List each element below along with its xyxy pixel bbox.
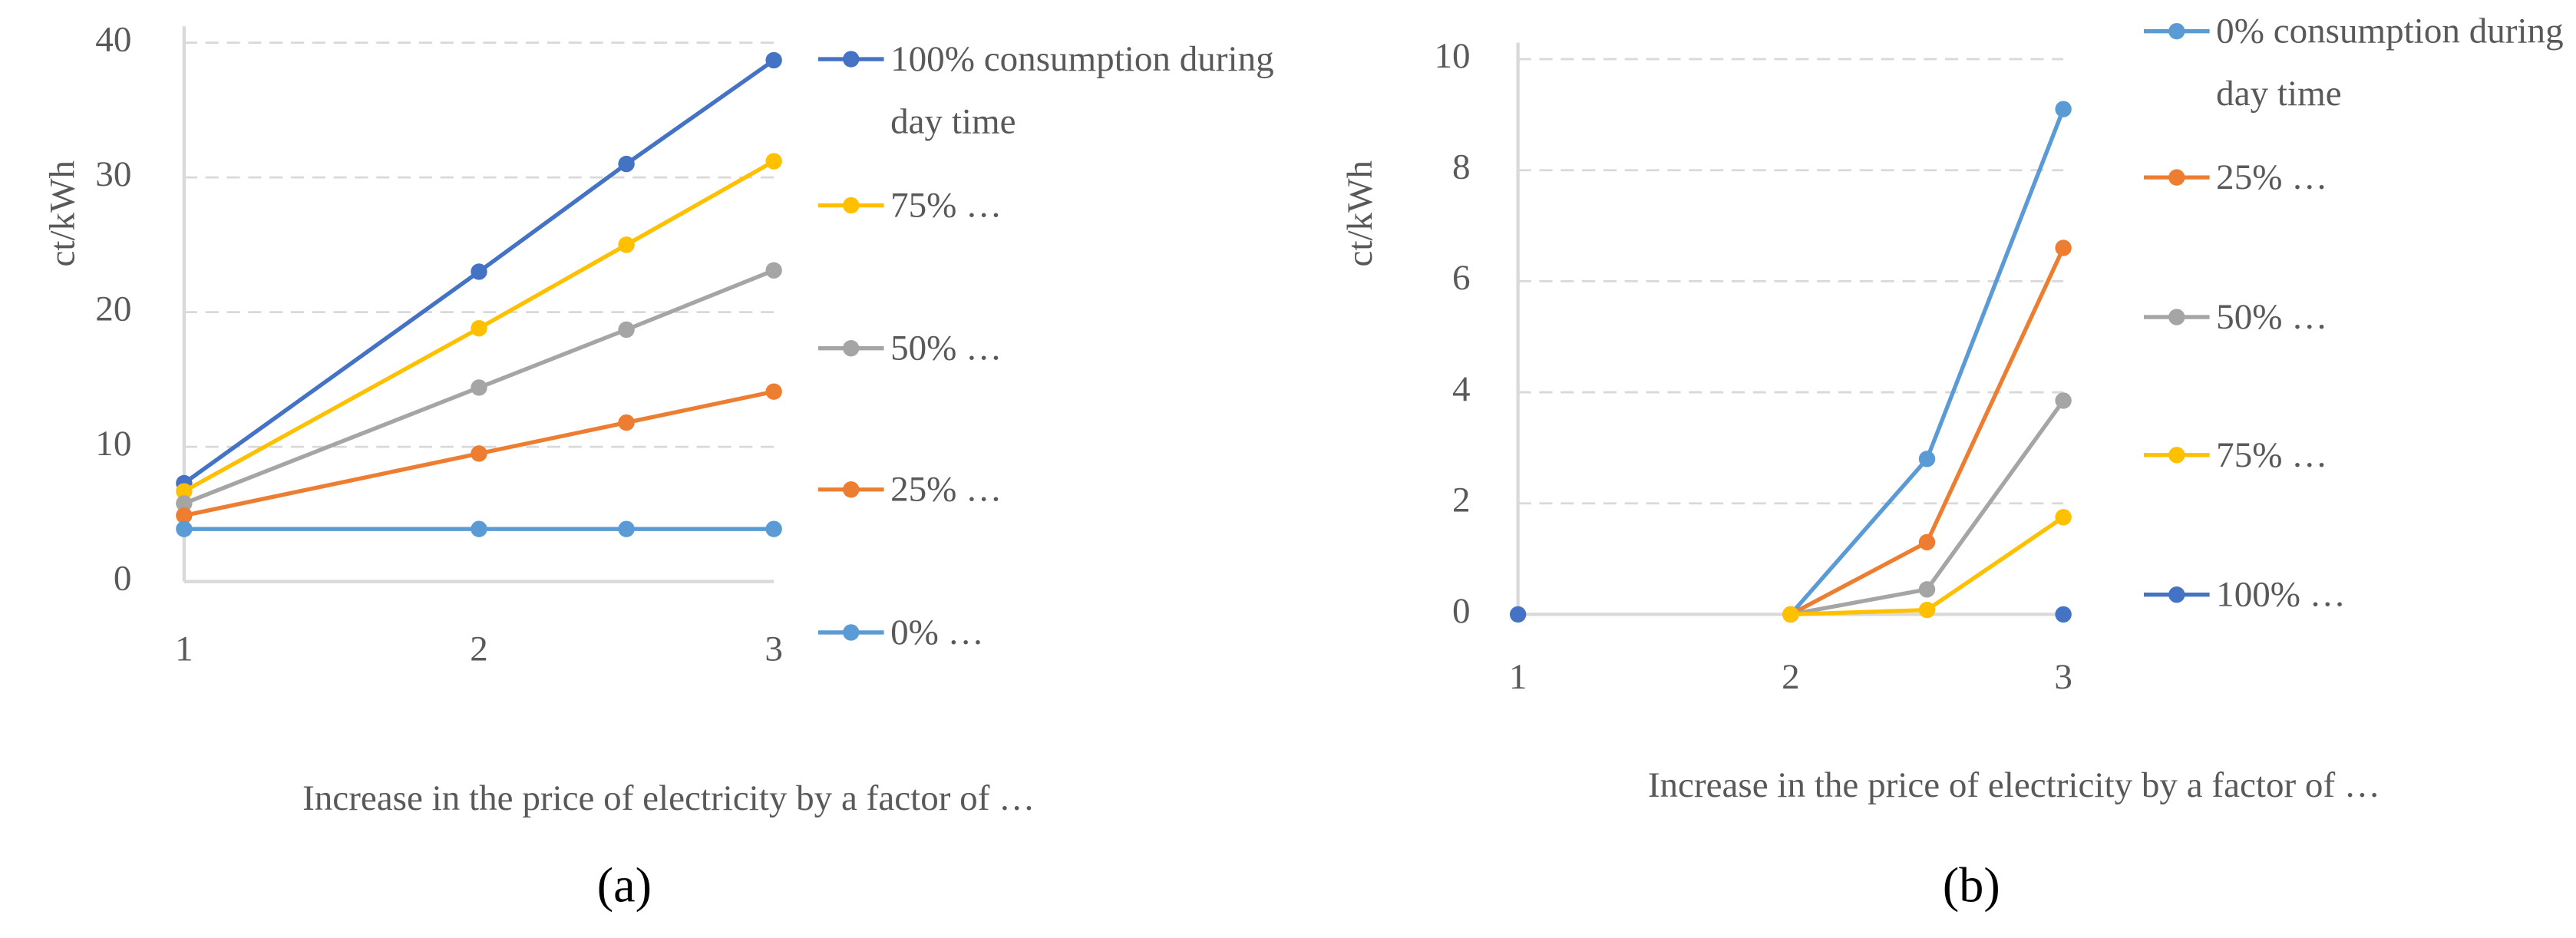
data-point bbox=[176, 520, 193, 537]
x-axis-label: Increase in the price of electricity by … bbox=[1648, 765, 2380, 805]
legend-label: 25% … bbox=[2216, 156, 2328, 197]
y-tick-label: 8 bbox=[1452, 147, 1471, 187]
series-line bbox=[183, 389, 774, 518]
data-point bbox=[618, 321, 635, 339]
data-point bbox=[618, 155, 635, 173]
data-point bbox=[2055, 509, 2072, 526]
x-tick-label: 3 bbox=[765, 629, 783, 669]
data-point bbox=[1782, 606, 1799, 623]
data-point bbox=[618, 236, 635, 253]
legend-marker bbox=[843, 624, 860, 641]
y-tick-label: 6 bbox=[1452, 258, 1471, 298]
data-point bbox=[471, 319, 487, 337]
y-tick-label: 0 bbox=[114, 558, 132, 598]
legend-marker bbox=[843, 51, 860, 68]
y-tick-label: 4 bbox=[1452, 369, 1471, 409]
series-line bbox=[1789, 246, 2066, 616]
data-point bbox=[1918, 581, 1936, 598]
legend-entry: 0% … bbox=[890, 611, 984, 652]
series-line bbox=[183, 58, 775, 485]
data-point bbox=[471, 379, 487, 396]
series-line bbox=[183, 159, 775, 494]
data-point bbox=[765, 51, 782, 69]
legend-marker bbox=[2168, 169, 2185, 186]
data-point bbox=[765, 262, 782, 279]
legend-entry: 100% … bbox=[2216, 573, 2346, 615]
legend-label: 0% consumption during day time bbox=[2216, 9, 2564, 114]
data-point bbox=[765, 520, 782, 537]
legend-label: 100% … bbox=[2216, 573, 2346, 615]
caption: (b) bbox=[1943, 858, 2000, 913]
x-tick-label: 3 bbox=[2054, 657, 2072, 697]
legend-label: 75% … bbox=[890, 183, 1002, 226]
data-point bbox=[1509, 606, 1527, 623]
data-point bbox=[471, 520, 487, 537]
legend-entry: 50% … bbox=[2216, 296, 2328, 337]
legend-marker bbox=[843, 340, 860, 357]
data-point bbox=[2055, 101, 2072, 117]
legend-marker bbox=[2168, 586, 2185, 603]
data-point bbox=[765, 383, 782, 400]
legend-entry: 0% consumption during day time bbox=[2216, 9, 2564, 114]
y-tick-label: 20 bbox=[95, 289, 131, 329]
y-tick-label: 10 bbox=[95, 424, 131, 464]
x-axis-label: Increase in the price of electricity by … bbox=[302, 778, 1035, 818]
series-line bbox=[183, 268, 775, 506]
legend-entry: 75% … bbox=[2216, 433, 2328, 475]
legend-marker bbox=[2168, 309, 2185, 325]
data-point bbox=[2055, 239, 2072, 256]
legend-entry: 50% … bbox=[890, 326, 1002, 368]
legend-label: 50% … bbox=[890, 326, 1002, 368]
legend-marker bbox=[843, 481, 860, 498]
y-tick-label: 40 bbox=[95, 19, 131, 59]
x-tick-label: 1 bbox=[175, 629, 193, 669]
legend-label: 75% … bbox=[2216, 433, 2328, 475]
data-point bbox=[618, 520, 635, 537]
legend-label: 50% … bbox=[2216, 296, 2328, 337]
legend-entry: 100% consumption during day time bbox=[890, 38, 1274, 142]
legend-entry: 75% … bbox=[890, 183, 1002, 226]
data-point bbox=[176, 495, 193, 512]
data-point bbox=[2055, 392, 2072, 409]
legend-marker bbox=[2168, 447, 2185, 464]
caption: (a) bbox=[597, 858, 652, 913]
data-point bbox=[1918, 451, 1936, 467]
legend-marker bbox=[2168, 22, 2185, 40]
x-tick-label: 1 bbox=[1509, 657, 1527, 697]
x-tick-label: 2 bbox=[470, 629, 488, 669]
legend-label: 100% consumption during day time bbox=[890, 38, 1274, 142]
data-point bbox=[1918, 533, 1936, 551]
data-point bbox=[1918, 601, 1936, 619]
x-tick-label: 2 bbox=[1782, 657, 1800, 697]
y-axis-label: ct/kWh bbox=[43, 160, 83, 267]
data-point bbox=[765, 153, 782, 170]
y-tick-label: 10 bbox=[1434, 36, 1470, 76]
legend-entry: 25% … bbox=[890, 467, 1002, 510]
legend-marker bbox=[843, 197, 860, 214]
data-point bbox=[471, 263, 487, 280]
data-point bbox=[176, 483, 193, 500]
legend-label: 0% … bbox=[890, 611, 984, 652]
y-axis-label: ct/kWh bbox=[1340, 160, 1380, 267]
y-tick-label: 30 bbox=[95, 154, 131, 194]
data-point bbox=[618, 414, 635, 431]
data-point bbox=[176, 507, 193, 524]
legend-label: 25% … bbox=[890, 467, 1002, 510]
legend-entry: 25% … bbox=[2216, 156, 2328, 197]
y-tick-label: 0 bbox=[1452, 591, 1471, 631]
data-point bbox=[2055, 606, 2072, 623]
data-point bbox=[471, 445, 487, 462]
y-tick-label: 2 bbox=[1452, 481, 1471, 520]
